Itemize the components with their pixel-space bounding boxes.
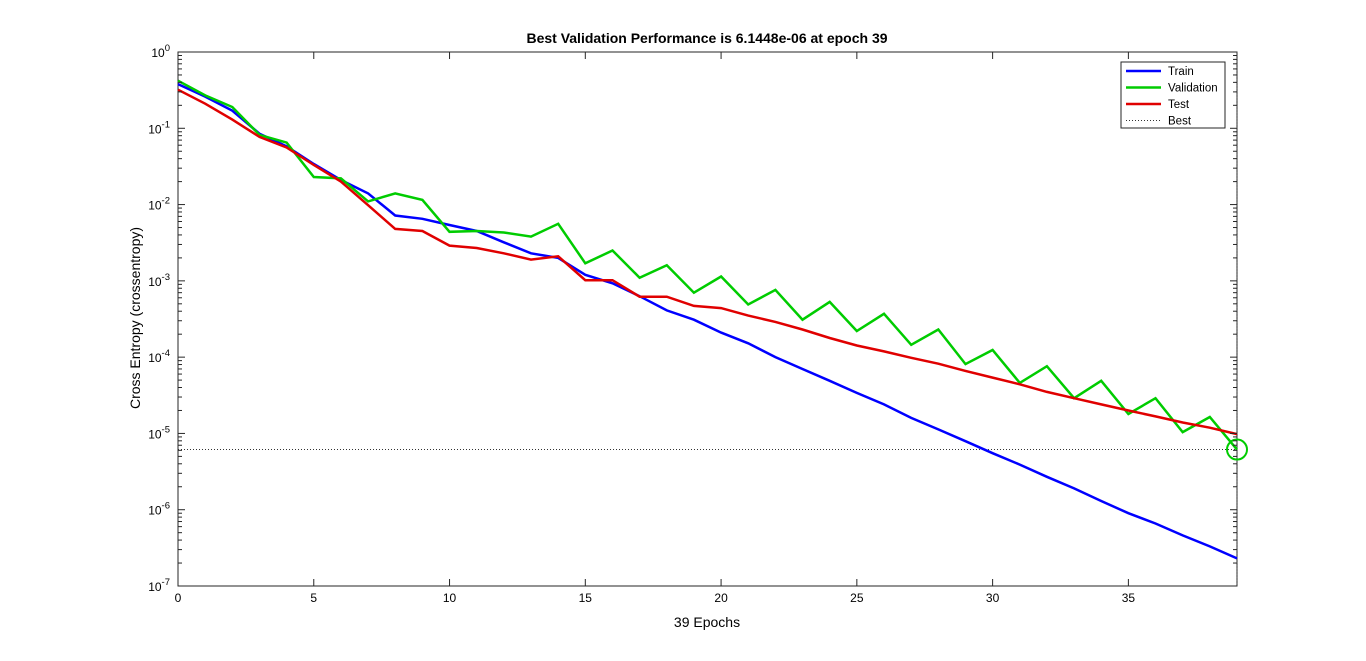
best-point-marker: [1226, 438, 1248, 461]
legend-label-best: Best: [1168, 116, 1192, 128]
axes-box: [177, 51, 1238, 587]
x-tick-label: 20: [714, 591, 728, 605]
x-tick-label: 5: [310, 591, 317, 605]
y-tick-label: 10-2: [148, 196, 170, 213]
x-tick-label: 15: [579, 591, 593, 605]
x-tick-label: 10: [443, 591, 457, 605]
lines-layer: [177, 52, 1248, 586]
y-tick-label: 10-5: [148, 424, 170, 441]
x-axis-label: 39 Epochs: [674, 614, 740, 630]
series-line-test: [177, 88, 1238, 436]
x-tick-label: 25: [850, 591, 864, 605]
legend-box: [1120, 61, 1226, 129]
y-axis-label: Cross Entropy (crossentropy): [127, 227, 143, 409]
x-tick-label: 30: [986, 591, 1000, 605]
y-tick-label: 10-3: [148, 272, 170, 289]
series-line-validation: [177, 79, 1238, 451]
legend-label-test: Test: [1168, 99, 1190, 111]
plot-area: 0 5 10 15 20 25 30 35 100 10-1 10-2 10-3 10-4 10-5 10-…: [148, 43, 1248, 605]
series-line-train: [177, 82, 1238, 560]
y-tick-label: 10-6: [148, 501, 170, 518]
y-tick-label: 10-7: [148, 577, 170, 594]
x-tick-label: 35: [1122, 591, 1136, 605]
chart-title: Best Validation Performance is 6.1448e-0…: [526, 30, 887, 46]
y-tick-label: 10-4: [148, 348, 170, 365]
y-tick-label: 10-1: [148, 119, 170, 136]
legend-label-train: Train: [1168, 66, 1194, 78]
y-tick-label: 100: [151, 43, 170, 60]
legend-label-validation: Validation: [1168, 83, 1218, 95]
x-tick-label: 0: [175, 591, 182, 605]
ticks-layer: 0 5 10 15 20 25 30 35 100 10-1 10-2 10-3 10-4 10-5 10-…: [148, 43, 1237, 605]
legend: Train Validation Test Best: [1120, 61, 1226, 129]
